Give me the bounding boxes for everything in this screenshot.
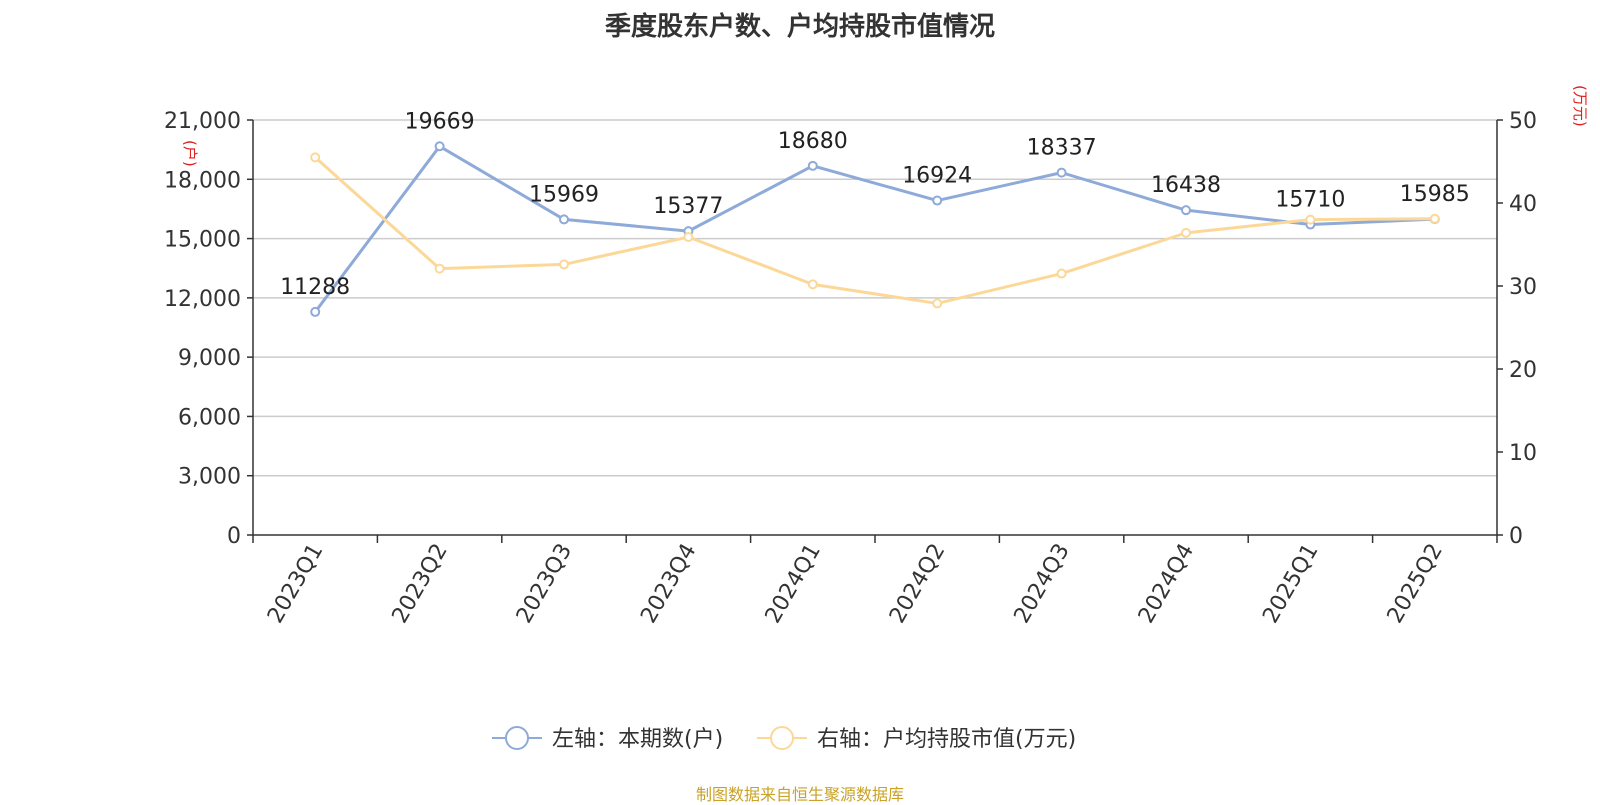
left-tick-label: 9,000 bbox=[178, 346, 241, 371]
right-tick-label: 30 bbox=[1509, 275, 1537, 300]
left-tick-label: 0 bbox=[227, 524, 241, 549]
chart-title: 季度股东户数、户均持股市值情况 bbox=[604, 12, 995, 42]
series-line-avg-value bbox=[314, 156, 1435, 305]
left-tick-label: 3,000 bbox=[178, 465, 241, 490]
data-point-avg-value bbox=[559, 259, 569, 270]
data-point-avg-value bbox=[310, 152, 321, 163]
x-tick-label: 2025Q1 bbox=[1258, 540, 1323, 628]
data-point-holders bbox=[559, 214, 569, 225]
data-point-avg-value bbox=[1056, 268, 1067, 279]
data-point-holders bbox=[932, 195, 943, 206]
data-label: 15710 bbox=[1275, 188, 1345, 213]
x-tick-label: 2024Q1 bbox=[761, 540, 826, 628]
data-label: 11288 bbox=[280, 275, 350, 300]
data-point-avg-value bbox=[1305, 214, 1316, 225]
data-point-avg-value bbox=[683, 232, 694, 243]
source-text: 制图数据来自恒生聚源数据库 bbox=[695, 785, 904, 804]
data-label: 16924 bbox=[902, 164, 972, 189]
left-tick-label: 12,000 bbox=[164, 287, 241, 312]
x-tick-label: 2024Q3 bbox=[1009, 540, 1074, 628]
x-tick-label: 2024Q4 bbox=[1134, 540, 1199, 628]
left-axis-unit-label: (户) bbox=[181, 140, 199, 167]
data-point-holders bbox=[807, 160, 818, 171]
data-point-avg-value bbox=[1181, 227, 1191, 238]
data-label: 18680 bbox=[778, 129, 848, 154]
data-point-avg-value bbox=[807, 279, 818, 290]
x-tick-label: 2023Q1 bbox=[263, 540, 328, 628]
legend-label: 左轴：本期数(户) bbox=[552, 727, 723, 752]
left-tick-label: 21,000 bbox=[164, 109, 241, 134]
right-axis-unit-label: (万元) bbox=[1571, 85, 1589, 127]
data-point-holders bbox=[434, 141, 445, 152]
right-tick-label: 0 bbox=[1509, 524, 1523, 549]
data-point-holders bbox=[1181, 205, 1191, 216]
x-tick-label: 2023Q3 bbox=[512, 540, 577, 628]
data-label: 16438 bbox=[1151, 173, 1221, 198]
left-tick-label: 15,000 bbox=[164, 228, 241, 253]
data-point-avg-value bbox=[1429, 213, 1440, 224]
x-tick-label: 2024Q2 bbox=[885, 539, 950, 627]
right-tick-label: 50 bbox=[1509, 109, 1537, 134]
data-point-holders bbox=[310, 306, 321, 317]
x-tick-label: 2025Q2 bbox=[1383, 540, 1448, 628]
x-tick-label: 2023Q2 bbox=[387, 540, 452, 628]
data-label: 15969 bbox=[529, 182, 599, 207]
data-label: 18337 bbox=[1027, 136, 1097, 161]
legend-label: 右轴：户均持股市值(万元) bbox=[817, 727, 1076, 752]
data-label: 15377 bbox=[653, 194, 723, 219]
legend-marker bbox=[770, 726, 794, 750]
right-tick-label: 10 bbox=[1509, 441, 1537, 466]
right-tick-label: 20 bbox=[1509, 358, 1537, 383]
data-label: 15985 bbox=[1400, 182, 1470, 207]
right-tick-label: 40 bbox=[1509, 192, 1537, 217]
x-tick-label: 2023Q4 bbox=[636, 540, 701, 628]
series-line-holders bbox=[314, 144, 1435, 313]
legend-marker bbox=[505, 726, 529, 750]
data-point-avg-value bbox=[932, 298, 943, 309]
data-point-holders bbox=[1056, 167, 1067, 178]
left-tick-label: 18,000 bbox=[164, 168, 241, 193]
left-tick-label: 6,000 bbox=[178, 405, 241, 430]
data-point-avg-value bbox=[434, 263, 445, 274]
data-label: 19669 bbox=[405, 109, 475, 134]
